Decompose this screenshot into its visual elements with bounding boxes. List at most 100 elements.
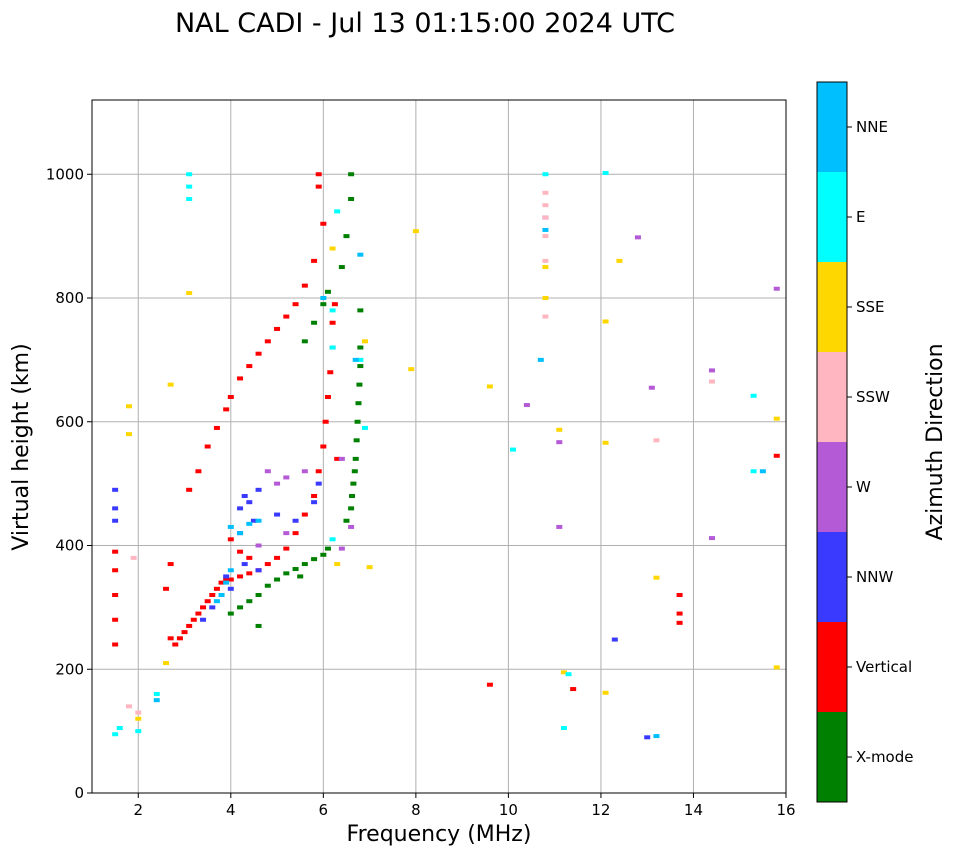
data-point xyxy=(327,370,334,375)
y-tick-label: 800 xyxy=(55,289,84,307)
data-point xyxy=(209,605,216,610)
data-point xyxy=(135,729,142,734)
colorbar-segment xyxy=(817,442,847,532)
data-point xyxy=(246,571,253,576)
colorbar-segment xyxy=(817,262,847,352)
series-nnw xyxy=(112,215,651,740)
data-point xyxy=(676,593,683,597)
data-point xyxy=(556,427,563,432)
data-point xyxy=(750,393,757,398)
data-point xyxy=(237,605,244,610)
data-point xyxy=(565,672,572,677)
data-point xyxy=(537,357,544,362)
data-point xyxy=(186,291,193,296)
data-point xyxy=(223,577,230,582)
y-tick-label: 0 xyxy=(74,784,84,802)
data-point xyxy=(773,286,780,291)
data-point xyxy=(357,364,364,369)
data-point xyxy=(361,425,368,430)
data-point xyxy=(153,698,160,703)
data-point xyxy=(644,735,651,740)
data-point xyxy=(255,487,262,492)
data-point xyxy=(352,456,359,461)
data-point xyxy=(274,555,281,560)
series-ssw xyxy=(126,190,715,715)
data-point xyxy=(246,500,253,505)
series-vertical xyxy=(112,172,780,692)
data-point xyxy=(255,593,262,597)
data-point xyxy=(213,599,220,604)
data-point xyxy=(542,203,549,208)
data-point xyxy=(204,599,211,604)
data-point xyxy=(602,319,609,324)
data-point xyxy=(324,546,331,551)
colorbar-segment xyxy=(817,712,847,802)
data-point xyxy=(255,543,262,548)
data-point xyxy=(246,599,253,604)
data-point xyxy=(322,419,329,424)
data-point xyxy=(112,518,119,523)
data-point xyxy=(329,246,336,251)
data-point xyxy=(348,524,355,529)
data-point xyxy=(708,368,715,373)
data-point xyxy=(274,326,281,331)
data-point xyxy=(167,636,174,641)
data-point xyxy=(320,221,327,226)
data-point xyxy=(292,567,299,572)
data-point xyxy=(348,506,355,511)
series-nne xyxy=(153,227,766,739)
data-point xyxy=(315,481,322,486)
data-point xyxy=(315,469,322,474)
data-point xyxy=(116,726,123,731)
data-point xyxy=(560,726,567,731)
data-point xyxy=(676,611,683,616)
data-point xyxy=(329,308,336,313)
data-point xyxy=(301,562,308,567)
data-point xyxy=(361,339,368,344)
data-point xyxy=(172,642,179,647)
data-point xyxy=(556,524,563,529)
data-point xyxy=(542,314,549,319)
data-point xyxy=(542,190,549,195)
colorbar: X-mode Vertical NNW W SSW SSE E NNE xyxy=(816,81,913,803)
series-sse xyxy=(126,229,780,721)
data-point xyxy=(237,531,244,536)
data-point xyxy=(350,481,357,486)
data-point xyxy=(167,562,174,567)
data-point xyxy=(246,521,253,526)
x-tick-label: 14 xyxy=(684,801,703,819)
grid xyxy=(92,100,787,794)
data-point xyxy=(200,605,207,610)
data-point xyxy=(354,419,361,424)
data-point xyxy=(759,469,766,474)
colorbar-segment xyxy=(817,622,847,712)
data-point xyxy=(200,617,207,622)
data-point xyxy=(274,512,281,517)
data-point xyxy=(292,302,299,307)
data-point xyxy=(112,506,119,511)
data-point xyxy=(542,215,549,220)
data-point xyxy=(213,586,220,591)
data-point xyxy=(616,258,623,263)
data-point xyxy=(264,562,271,567)
data-point xyxy=(112,549,119,554)
x-tick-label: 6 xyxy=(319,801,329,819)
data-point xyxy=(329,345,336,350)
colorbar-label: Azimuth Direction xyxy=(923,343,948,540)
data-point xyxy=(292,531,299,536)
data-point xyxy=(204,444,211,449)
data-point xyxy=(301,283,308,288)
data-point xyxy=(311,320,318,325)
colorbar-segment xyxy=(817,532,847,622)
data-point xyxy=(195,469,202,474)
data-point xyxy=(486,384,493,389)
data-point xyxy=(237,376,244,381)
data-point xyxy=(648,385,655,390)
data-point xyxy=(311,557,318,562)
colorbar-segment xyxy=(817,352,847,442)
data-marks xyxy=(112,171,780,740)
data-point xyxy=(353,438,360,443)
data-point xyxy=(352,357,359,362)
data-point xyxy=(542,296,549,300)
